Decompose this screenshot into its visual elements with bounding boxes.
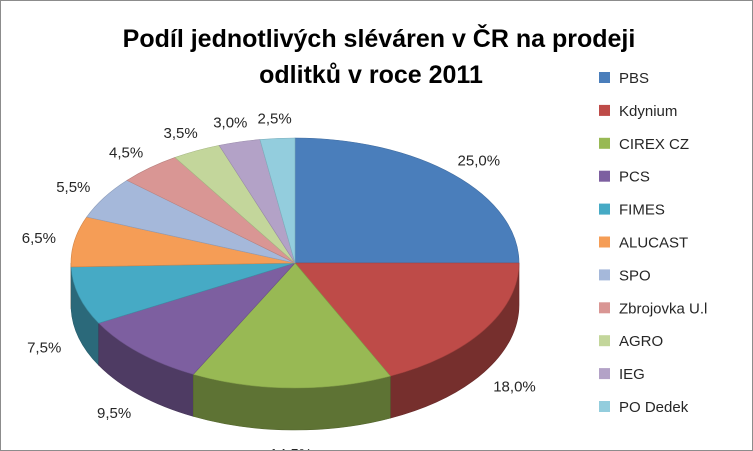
legend-swatch: [599, 302, 610, 314]
pie-slice-kdynium: [294, 262, 520, 377]
legend-swatch: [599, 236, 610, 248]
data-label-zbrojovka-u-l: 4,5%: [109, 145, 143, 162]
legend-swatch: [599, 203, 610, 215]
legend-item-spo: SPO: [599, 267, 651, 284]
pie-slice-pbs: [294, 137, 520, 264]
legend-label: ALUCAST: [619, 235, 688, 252]
legend-swatch: [599, 72, 610, 83]
data-label-fimes: 7,5%: [27, 339, 61, 356]
legend-label: IEG: [619, 366, 645, 383]
pie-data-labels: 25,0% 18,0% 14,5% 9,5% 7,5% 6,5% 5,5% 4,5% 3,5% 3…: [22, 110, 536, 450]
data-label-agro: 3,5%: [163, 125, 197, 142]
legend-item-pbs: PBS: [599, 70, 649, 87]
legend-label: AGRO: [619, 333, 663, 350]
legend-label: PO Dedek: [619, 399, 689, 416]
legend-item-pcs: PCS: [599, 169, 650, 186]
legend-item-zbrojovka-u-l: Zbrojovka U.l: [599, 300, 707, 317]
data-label-spo: 5,5%: [56, 179, 90, 196]
legend-label: PCS: [619, 169, 650, 186]
pie-sides: [70, 262, 520, 431]
pie-slice-pcs: [98, 262, 296, 375]
legend-item-agro: AGRO: [599, 333, 663, 350]
chart-title-line-2: odlitků v roce 2011: [259, 61, 483, 89]
legend-swatch: [599, 335, 610, 347]
legend-swatch: [599, 401, 610, 412]
data-label-ieg: 3,0%: [213, 115, 247, 132]
data-label-pbs: 25,0%: [458, 153, 501, 170]
data-label-po-dedek: 2,5%: [257, 110, 291, 127]
legend-swatch: [599, 170, 610, 182]
chart-title-line-1: Podíl jednotlivých sléváren v ČR na prod…: [123, 23, 636, 53]
legend-label: FIMES: [619, 202, 665, 219]
legend-label: SPO: [619, 267, 651, 284]
data-label-kdynium: 18,0%: [493, 379, 536, 396]
legend-label: Kdynium: [619, 103, 677, 120]
legend-item-fimes: FIMES: [599, 202, 665, 219]
legend-item-alucast: ALUCAST: [599, 235, 688, 252]
legend-item-kdynium: Kdynium: [599, 103, 677, 120]
pie-slice-fimes: [70, 262, 296, 324]
data-label-pcs: 9,5%: [97, 405, 131, 422]
legend-swatch: [599, 368, 610, 380]
legend-item-ieg: IEG: [599, 366, 645, 383]
legend-item-cirex-cz: CIREX CZ: [599, 136, 689, 153]
legend-label: CIREX CZ: [619, 136, 689, 153]
legend: PBS Kdynium CIREX CZ PCS FIMES ALUCAST SPO Zbro…: [599, 70, 707, 416]
data-label-alucast: 6,5%: [22, 230, 56, 247]
pie-slice-cirex-cz: [192, 262, 391, 389]
legend-label: Zbrojovka U.l: [619, 300, 707, 317]
pie-slices: [70, 137, 520, 389]
legend-label: PBS: [619, 70, 649, 87]
legend-swatch: [599, 104, 610, 116]
pie-slice-po-dedek: [259, 137, 296, 264]
data-label-cirex-cz: 14,5%: [270, 446, 313, 450]
legend-swatch: [599, 137, 610, 149]
legend-item-po-dedek: PO Dedek: [599, 399, 689, 416]
legend-swatch: [599, 269, 610, 281]
